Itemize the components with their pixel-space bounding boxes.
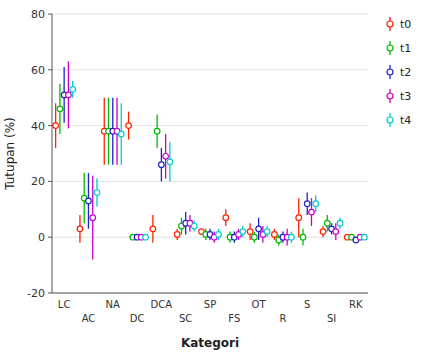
point xyxy=(272,232,278,238)
grid-line xyxy=(52,181,368,182)
plot-area xyxy=(53,61,367,259)
point xyxy=(296,215,302,221)
legend-label: t1 xyxy=(400,42,411,55)
point xyxy=(191,223,197,229)
grid-line xyxy=(52,293,368,294)
legend-item: t3 xyxy=(387,89,411,103)
point xyxy=(167,159,173,165)
point xyxy=(304,201,310,207)
y-tick xyxy=(48,125,52,126)
legend: t0 t1 t2 t3 t4 xyxy=(387,17,411,127)
x-tick-label: DC xyxy=(130,313,145,324)
y-tick xyxy=(48,14,52,15)
point xyxy=(53,123,59,129)
y-tick-label: 80 xyxy=(31,8,45,21)
y-tick-label: -20 xyxy=(27,287,45,300)
y-tick xyxy=(48,237,52,238)
point xyxy=(163,153,169,159)
point xyxy=(66,92,72,98)
point xyxy=(70,87,76,93)
y-axis-label: Tutupan (%) xyxy=(3,117,17,191)
y-tick-label: 40 xyxy=(31,120,45,133)
legend-label: t2 xyxy=(400,66,411,79)
x-axis-line xyxy=(52,293,368,294)
point xyxy=(154,128,160,134)
x-tick-label: RK xyxy=(349,299,363,310)
point xyxy=(264,229,270,235)
point xyxy=(150,226,156,232)
legend-label: t4 xyxy=(400,114,411,127)
point xyxy=(77,226,83,232)
x-tick-label: S xyxy=(304,299,310,310)
point xyxy=(324,220,330,226)
series xyxy=(66,61,363,259)
x-tick-label: FS xyxy=(228,313,240,324)
point xyxy=(126,123,132,129)
y-axis-line xyxy=(52,14,53,293)
series xyxy=(61,67,358,243)
point xyxy=(90,215,96,221)
point xyxy=(300,234,306,240)
grid-line xyxy=(52,125,368,126)
point xyxy=(94,190,100,196)
point xyxy=(240,229,246,235)
legend-marker xyxy=(387,69,393,75)
chart: -20 0 20 40 60 80 LC AC NA DC DCA SC SP FS OT R S SI RK Kat… xyxy=(0,0,440,355)
x-tick-label: R xyxy=(279,313,286,324)
y-tick xyxy=(48,293,52,294)
point xyxy=(333,229,339,235)
y-tick-label: 20 xyxy=(31,175,45,188)
point xyxy=(118,131,124,137)
x-tick-label: OT xyxy=(252,299,267,310)
y-tick-label: 60 xyxy=(31,64,45,77)
legend-marker xyxy=(387,93,393,99)
x-tick-label: SI xyxy=(327,313,336,324)
point xyxy=(289,234,295,240)
x-axis: LC AC NA DC DCA SC SP FS OT R S SI RK xyxy=(58,299,363,324)
point xyxy=(309,209,315,215)
legend-label: t3 xyxy=(400,90,411,103)
point xyxy=(159,162,165,168)
legend-item: t4 xyxy=(387,113,411,127)
grid-line xyxy=(52,69,368,70)
x-tick-label: AC xyxy=(82,313,96,324)
point xyxy=(216,232,222,238)
grid-line xyxy=(52,14,368,15)
y-tick xyxy=(48,181,52,182)
point xyxy=(86,198,92,204)
point xyxy=(320,229,326,235)
point xyxy=(252,234,258,240)
point xyxy=(143,234,149,240)
x-tick-label: SC xyxy=(179,313,192,324)
legend-marker xyxy=(387,117,393,123)
point xyxy=(223,215,229,221)
legend-item: t0 xyxy=(387,17,411,31)
point xyxy=(174,232,180,238)
legend-item: t1 xyxy=(387,41,411,55)
legend-item: t2 xyxy=(387,65,411,79)
x-axis-label: Kategori xyxy=(181,336,239,350)
point xyxy=(337,220,343,226)
y-tick xyxy=(48,69,52,70)
legend-marker xyxy=(387,45,393,51)
series xyxy=(53,98,350,243)
x-tick-label: DCA xyxy=(151,299,173,310)
y-axis: -20 0 20 40 60 80 xyxy=(27,8,368,300)
point xyxy=(313,201,319,207)
series xyxy=(57,84,354,246)
point xyxy=(247,229,253,235)
y-tick-label: 0 xyxy=(38,231,45,244)
series xyxy=(70,81,367,243)
x-tick-label: NA xyxy=(106,299,120,310)
legend-label: t0 xyxy=(400,18,411,31)
x-tick-label: SP xyxy=(204,299,216,310)
point xyxy=(57,106,63,112)
legend-marker xyxy=(387,21,393,27)
x-tick-label: LC xyxy=(58,299,71,310)
point xyxy=(256,226,262,232)
point xyxy=(362,234,368,240)
